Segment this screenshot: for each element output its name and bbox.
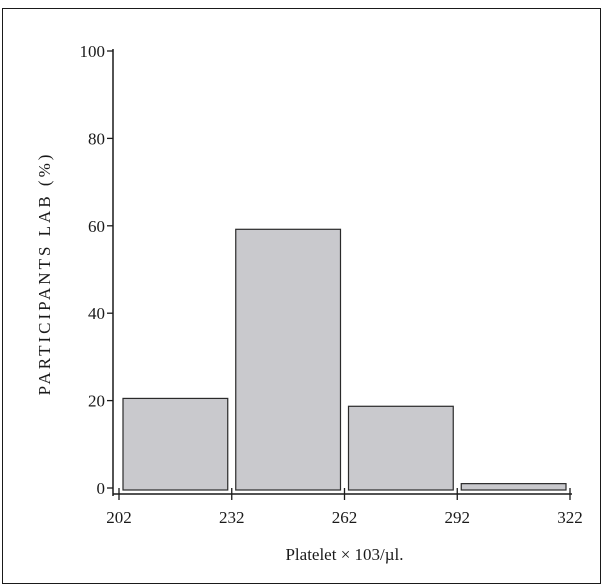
x-tick-label: 262 [332,508,358,527]
histogram-bar [347,405,454,491]
x-tick-label: 322 [557,508,583,527]
y-tick-label: 40 [88,304,105,323]
y-tick-label: 60 [88,217,105,236]
x-axis: 202 232 262 292 322 [106,488,583,527]
y-axis: 0 20 40 60 80 100 [80,42,114,498]
y-tick-label: 100 [80,42,106,61]
y-tick-label: 0 [97,479,106,498]
y-tick-label: 20 [88,392,105,411]
histogram-bar [235,228,342,491]
bars-group [122,228,567,491]
y-axis-title: PARTICIPANTS LAB (%) [35,152,54,396]
chart-figure: 0 20 40 60 80 100 202 232 262 292 322 Platelet × … [2,8,601,584]
y-tick-label: 80 [88,129,105,148]
chart-svg: 0 20 40 60 80 100 202 232 262 292 322 Platelet × … [35,42,583,564]
histogram-bar [122,397,229,491]
x-tick-label: 292 [445,508,471,527]
histogram-bar [460,483,567,491]
x-axis-title: Platelet × 103/µl. [285,545,403,564]
x-tick-label: 202 [106,508,132,527]
x-tick-label: 232 [219,508,245,527]
